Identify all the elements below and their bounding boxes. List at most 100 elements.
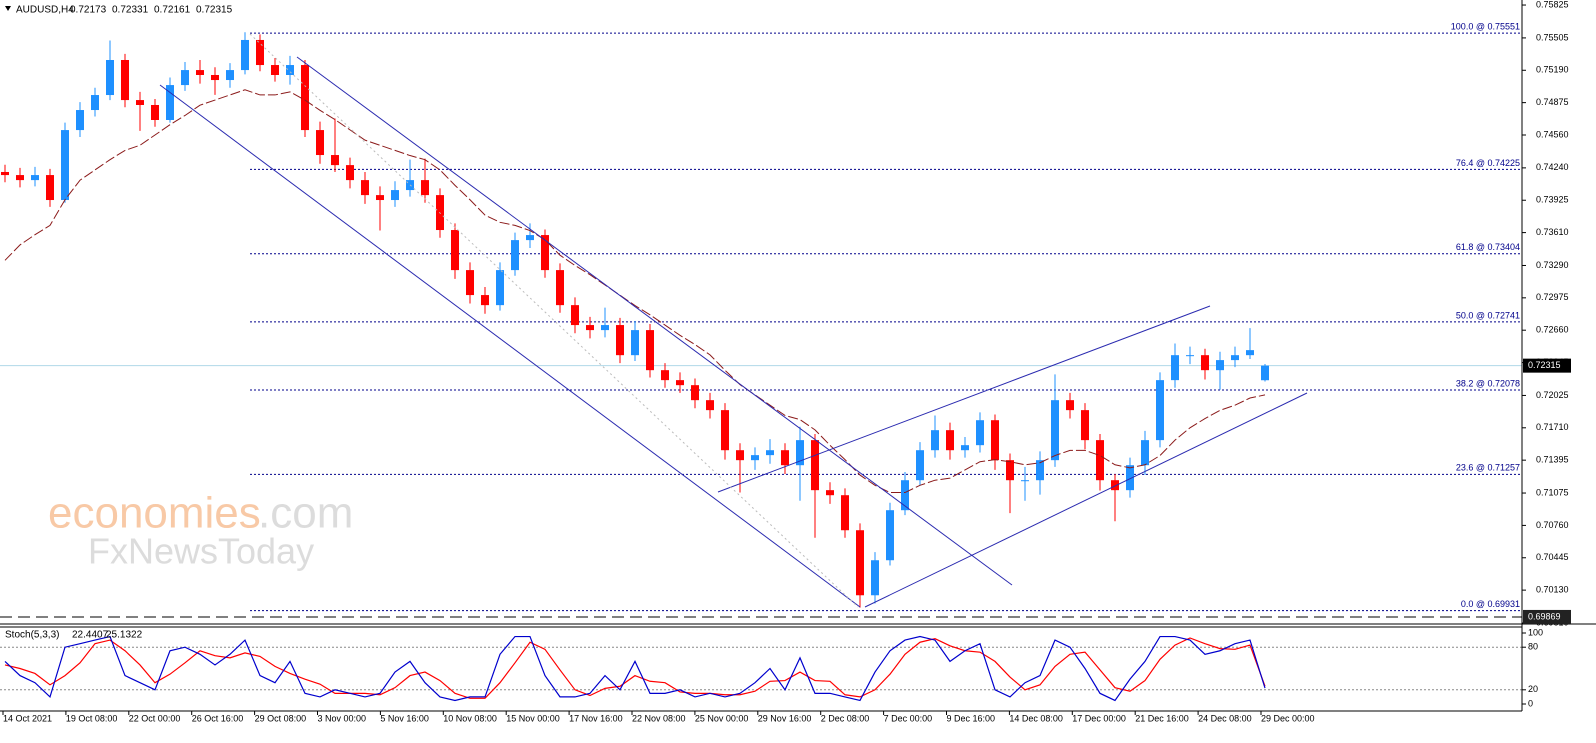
trend-line	[717, 305, 1211, 493]
x-tick-label: 29 Nov 16:00	[758, 713, 812, 723]
candle-body	[586, 325, 594, 331]
x-tick-label: 29 Dec 00:00	[1261, 713, 1315, 723]
candle-body	[166, 85, 174, 120]
candle-body	[631, 330, 639, 356]
x-tick-label: 21 Dec 16:00	[1135, 713, 1189, 723]
trend-line	[159, 84, 861, 608]
y-tick-label: 0.70760	[1536, 520, 1569, 530]
x-tick-label: 3 Nov 00:00	[318, 713, 367, 723]
x-tick-label: 17 Dec 00:00	[1072, 713, 1126, 723]
x-tick-label: 19 Oct 08:00	[66, 713, 118, 723]
candle-body	[1006, 460, 1014, 481]
candle-body	[316, 130, 324, 156]
candle-body	[826, 490, 834, 496]
x-tick-label: 15 Nov 00:00	[506, 713, 560, 723]
y-tick-label: 0.75825	[1536, 0, 1569, 9]
candle-body	[541, 235, 549, 271]
candle-body	[181, 70, 189, 86]
candle-body	[1141, 440, 1149, 466]
candle-body	[1051, 400, 1059, 461]
stoch-header: Stoch(5,3,3) 22.4407 25.1322	[5, 630, 143, 641]
candle-body	[241, 39, 249, 71]
candle-body	[211, 74, 219, 81]
candle-body	[991, 420, 999, 461]
candle-body	[1021, 480, 1029, 482]
y-tick-label: 0.74875	[1536, 97, 1569, 107]
candle-body	[1126, 465, 1134, 491]
y-tick-label: 0.75505	[1536, 32, 1569, 42]
candle-body	[421, 180, 429, 196]
header-close: 0.72315	[196, 5, 233, 16]
y-tick-label: 0.71710	[1536, 422, 1569, 432]
x-tick-label: 22 Oct 00:00	[129, 713, 181, 723]
x-tick-label: 9 Dec 16:00	[947, 713, 996, 723]
candle-body	[721, 410, 729, 451]
candle-body	[751, 455, 759, 461]
y-tick-label: 20	[1528, 684, 1538, 694]
watermark-suffix: .com	[258, 489, 353, 538]
low-price-label: 0.69869	[1528, 611, 1561, 621]
stoch-panel	[0, 635, 1522, 702]
stoch-line	[4, 637, 1266, 699]
x-tick-label: 29 Oct 08:00	[255, 713, 307, 723]
candle-body	[226, 70, 234, 81]
candle-body	[31, 175, 39, 181]
channel-lines	[159, 33, 1308, 608]
candle-body	[1036, 460, 1044, 481]
candle-body	[526, 235, 534, 241]
x-tick-label: 7 Dec 00:00	[884, 713, 933, 723]
candle-body	[646, 330, 654, 371]
stoch-k-value: 22.4407	[72, 630, 109, 641]
y-tick-label: 0.74560	[1536, 129, 1569, 139]
candle-body	[571, 305, 579, 326]
fib-label: 61.8 @ 0.73404	[1456, 242, 1520, 252]
watermark-second: FxNewsToday	[88, 531, 314, 572]
candle-body	[511, 240, 519, 271]
header-icon	[5, 6, 11, 11]
low-price-box	[1523, 609, 1571, 624]
watermark-brand: economies	[48, 489, 261, 538]
y-tick-label: 0.75190	[1536, 65, 1569, 75]
candle-body	[781, 450, 789, 466]
candle-body	[811, 440, 819, 491]
header: AUDUSD,H4 0.72173 0.72331 0.72161 0.7231…	[5, 5, 233, 16]
y-tick-label: 0.73290	[1536, 260, 1569, 270]
candle-body	[946, 430, 954, 451]
candle-body	[1066, 400, 1074, 411]
stoch-d-value: 25.1322	[106, 630, 143, 641]
x-tick-label: 14 Dec 08:00	[1009, 713, 1063, 723]
candle-body	[976, 420, 984, 446]
candle-body	[466, 270, 474, 296]
x-tick-label: 10 Nov 08:00	[443, 713, 497, 723]
price-panel: 100.0 @ 0.75551 76.4 @ 0.74225 61.8 @ 0.73…	[0, 22, 1522, 618]
candle-body	[1246, 350, 1254, 356]
candle-body	[856, 530, 864, 596]
header-low: 0.72161	[154, 5, 191, 16]
candle-body	[391, 190, 399, 201]
fib-label: 76.4 @ 0.74225	[1456, 158, 1520, 168]
candle-body	[1261, 365, 1269, 381]
y-tick-label: 0.72025	[1536, 390, 1569, 400]
candle-body	[301, 65, 309, 131]
candle-body	[661, 370, 669, 381]
y-tick-label: 0	[1528, 698, 1533, 708]
candle-body	[76, 110, 84, 131]
fib-label: 50.0 @ 0.72741	[1456, 310, 1520, 320]
candle-body	[916, 450, 924, 481]
candle-body	[256, 39, 264, 66]
candle-body	[16, 175, 24, 181]
x-tick-label: 5 Nov 16:00	[380, 713, 429, 723]
fib-label: 0.0 @ 0.69931	[1461, 599, 1520, 609]
candle-body	[481, 295, 489, 306]
stoch-line	[4, 635, 1266, 702]
candle-body	[1186, 355, 1194, 357]
watermark: economies .com FxNewsToday	[48, 489, 353, 572]
y-tick-label: 80	[1528, 642, 1538, 652]
y-tick-label: 0.71395	[1536, 455, 1569, 465]
candle-body	[196, 70, 204, 75]
candle-body	[451, 230, 459, 271]
y-tick-label: 0.70445	[1536, 552, 1569, 562]
